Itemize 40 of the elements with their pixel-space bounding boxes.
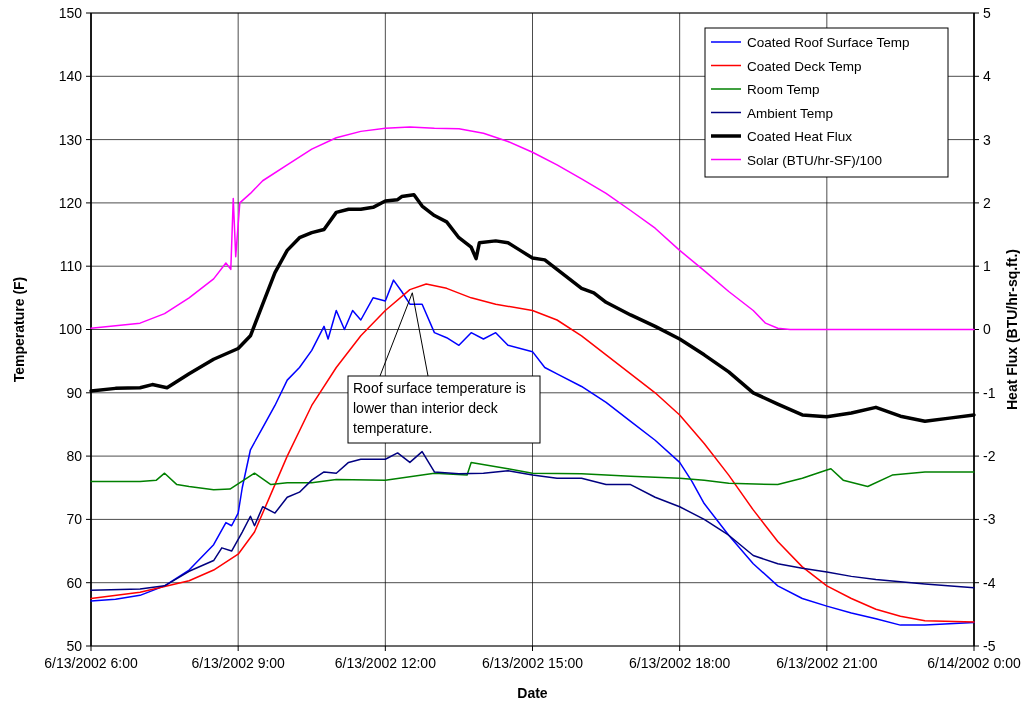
y-tick-label: 140 [58,68,83,85]
y-tick-label: 120 [58,194,83,211]
x-tick-label: 6/13/2002 15:00 [481,655,584,671]
y-tick-label: 60 [66,574,83,591]
y-tick-label: 80 [66,448,83,464]
y2-axis-title: Heat Flux (BTU/hr-sq.ft.) [1004,249,1020,410]
y-tick-label: 100 [58,321,83,338]
legend-label: Coated Roof Surface Temp [747,35,910,50]
x-tick-label: 6/13/2002 12:00 [334,655,437,671]
y2-tick-label: -3 [983,511,996,528]
x-tick-label: 6/13/2002 6:00 [44,655,138,671]
y-tick-label: 90 [66,384,83,401]
y-axis-title: Temperature (F) [11,276,27,383]
x-tick-label: 6/13/2002 18:00 [629,655,731,671]
x-tick-label: 6/13/2002 21:00 [776,655,878,671]
x-tick-label: 6/13/2002 9:00 [191,655,286,671]
legend-label: Coated Heat Flux [747,129,853,144]
legend-label: Coated Deck Temp [747,58,862,74]
y-tick-label: 130 [58,131,83,148]
y2-tick-label: 5 [983,4,991,21]
x-axis-title: Date [517,685,548,701]
line-series [90,461,975,491]
legend-label: Solar (BTU/hr-SF)/100 [747,152,883,168]
y2-tick-label: 1 [983,258,991,275]
y2-tick-label: -1 [983,384,996,401]
y2-tick-label: 3 [983,131,991,148]
y-tick-label: 110 [59,258,83,275]
y2-tick-label: -4 [983,574,996,591]
x-tick-label: 6/14/2002 0:00 [927,655,1021,671]
y-tick-label: 150 [58,4,83,21]
annotation: Roof surface temperature is lower than interior deck temperature. [353,380,526,436]
y-tick-label: 50 [66,637,83,654]
legend-label: Ambient Temp [747,105,834,121]
y2-tick-label: -2 [983,448,996,464]
legend-label: Room Temp [747,82,820,97]
y2-tick-label: 0 [983,321,991,338]
y2-tick-label: 4 [983,68,991,85]
y2-tick-label: 2 [983,194,991,211]
y2-tick-label: -5 [983,637,996,654]
y-tick-label: 70 [66,511,83,528]
